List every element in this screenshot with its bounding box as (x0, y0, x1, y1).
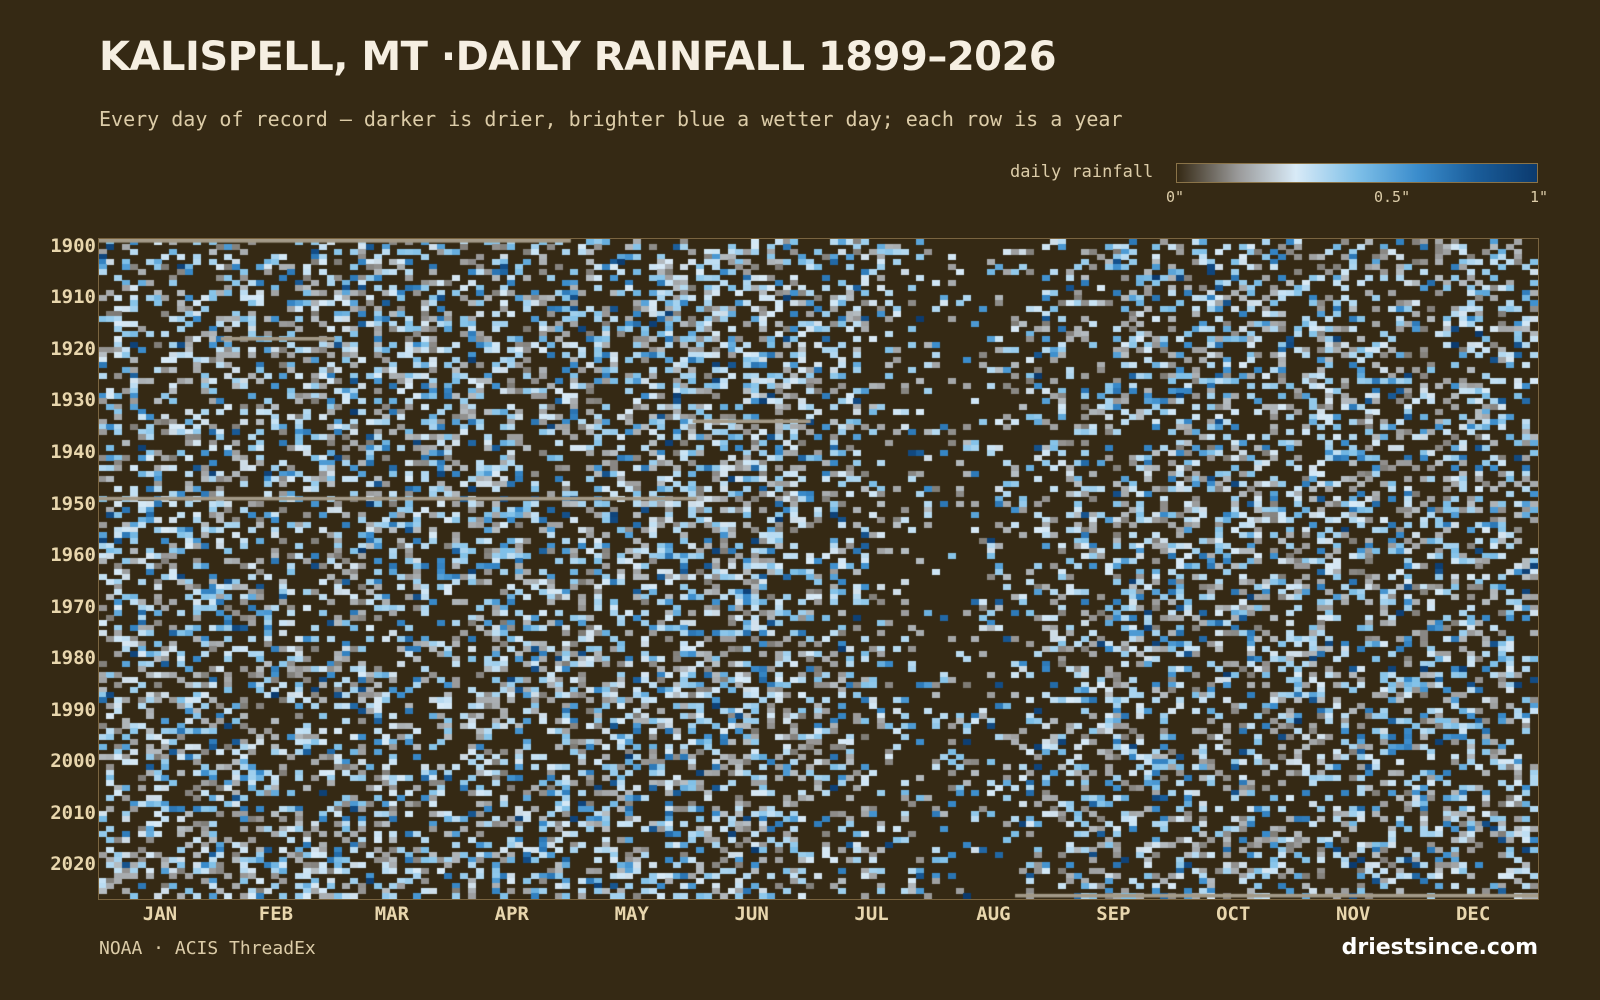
legend-label: daily rainfall (1010, 162, 1154, 182)
page-title: KALISPELL, MT ·DAILY RAINFALL 1899–2026 (99, 34, 1057, 80)
legend-tick-0-5: 0.5" (1374, 188, 1411, 206)
year-tick-label: 1940 (50, 440, 96, 463)
year-tick-label: 1930 (50, 389, 96, 412)
month-tick-label: JUL (854, 903, 889, 925)
year-tick-label: 2000 (50, 750, 96, 773)
month-tick-label: OCT (1216, 903, 1251, 925)
legend-tick-1: 1" (1530, 188, 1549, 206)
year-tick-label: 1990 (50, 698, 96, 721)
source-credit: NOAA · ACIS ThreadEx (99, 938, 316, 959)
rainfall-heatmap (98, 238, 1539, 900)
heatmap-canvas (99, 239, 1538, 899)
year-tick-label: 1910 (50, 286, 96, 309)
month-tick-label: JAN (142, 903, 178, 925)
month-tick-label: MAR (374, 903, 410, 925)
month-tick-label: DEC (1455, 903, 1491, 925)
page-subtitle: Every day of record — darker is drier, b… (99, 107, 1123, 131)
brand-link[interactable]: driestsince.com (1341, 935, 1538, 960)
month-tick-label: JUN (734, 903, 769, 925)
year-tick-label: 1950 (50, 492, 96, 515)
year-tick-label: 1900 (50, 234, 96, 257)
year-tick-label: 1920 (50, 337, 96, 360)
month-tick-label: AUG (976, 903, 1011, 925)
legend-tick-0: 0" (1166, 188, 1185, 206)
month-tick-label: MAY (614, 903, 649, 925)
month-tick-label: NOV (1336, 903, 1371, 925)
month-tick-label: SEP (1096, 903, 1131, 925)
year-tick-label: 1960 (50, 544, 96, 567)
year-tick-label: 1970 (50, 595, 96, 618)
legend-color-bar (1176, 163, 1538, 183)
month-tick-label: FEB (258, 903, 294, 925)
year-tick-label: 2020 (50, 853, 96, 876)
year-tick-label: 1980 (50, 647, 96, 670)
year-tick-label: 2010 (50, 801, 96, 824)
month-tick-label: APR (494, 903, 529, 925)
